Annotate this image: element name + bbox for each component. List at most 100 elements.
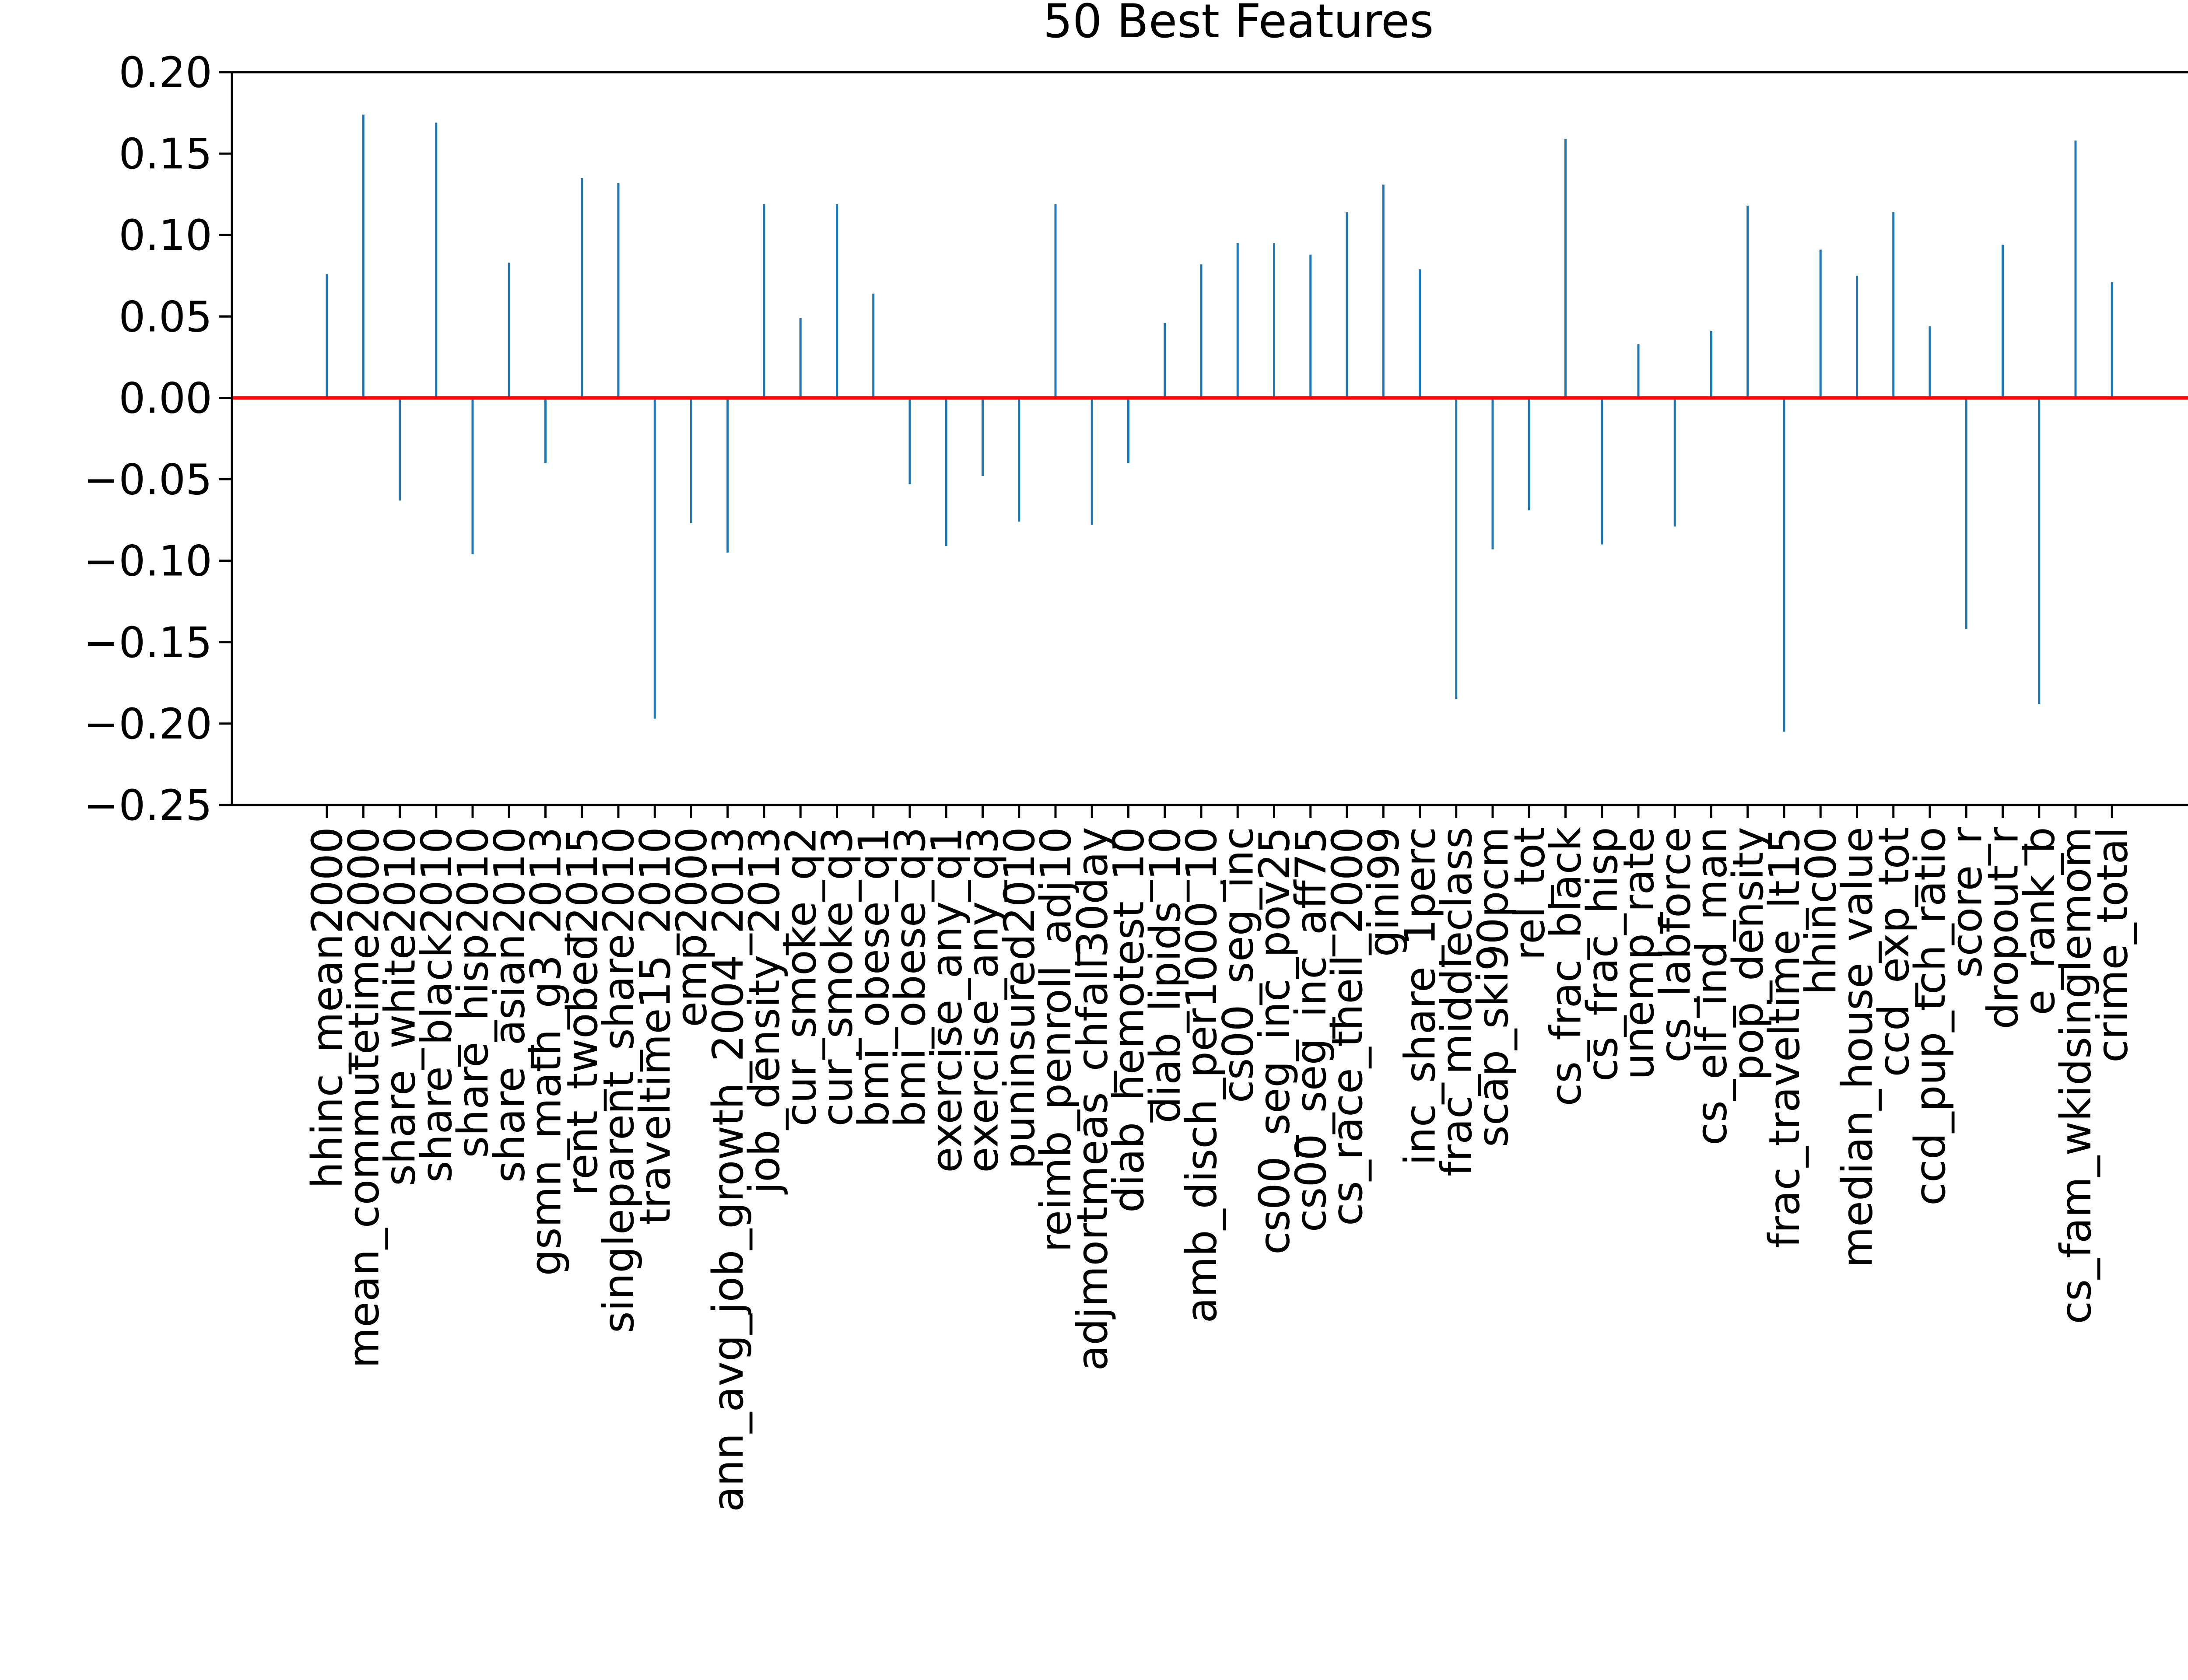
bar bbox=[399, 398, 401, 500]
bar bbox=[1382, 184, 1385, 398]
bar bbox=[1564, 139, 1567, 398]
x-tick-label: cs00_seg_inc_pov25 bbox=[1250, 827, 1299, 1255]
x-tick-label: rent_twobed2015 bbox=[558, 827, 607, 1196]
x-tick-label: share_black2010 bbox=[412, 827, 461, 1183]
bar bbox=[1090, 398, 1093, 525]
y-tick-label: −0.15 bbox=[84, 618, 212, 667]
bar bbox=[362, 114, 365, 398]
x-tick-label: cs_frac_black bbox=[1542, 827, 1591, 1106]
x-tick-label: score_r bbox=[1942, 826, 1991, 978]
x-tick-label: cur_smoke_q3 bbox=[813, 827, 862, 1127]
x-tick-label: gsmn_math_g3_2013 bbox=[522, 827, 571, 1276]
x-tick-label: exercise_any_q3 bbox=[959, 827, 1008, 1173]
x-tick-label: bmi_obese_q3 bbox=[886, 827, 935, 1127]
bar bbox=[836, 204, 838, 398]
x-tick-label: rel_tot bbox=[1505, 827, 1554, 960]
bar bbox=[1929, 326, 1931, 398]
bar bbox=[1273, 243, 1275, 398]
bars-group bbox=[326, 114, 2113, 732]
y-tick-label: −0.10 bbox=[84, 537, 212, 586]
x-tick-label: e_rank_b bbox=[2015, 827, 2064, 1015]
x-tick-label: hhinc_mean2000 bbox=[303, 827, 352, 1189]
x-tick-label: gini99 bbox=[1359, 827, 1408, 957]
x-tick-label: exercise_any_q1 bbox=[922, 827, 971, 1173]
x-tick-label: emp2000 bbox=[667, 827, 716, 1027]
bar bbox=[1528, 398, 1530, 511]
x-tick-label: cur_smoke_q2 bbox=[776, 827, 825, 1127]
bar bbox=[908, 398, 911, 484]
bar bbox=[2002, 245, 2004, 398]
x-tick-label: median_house_value bbox=[1833, 827, 1882, 1268]
x-axis: hhinc_mean2000mean_commutetime2000share_… bbox=[303, 805, 2137, 1512]
x-tick-label: cs_race_theil_2000 bbox=[1323, 827, 1372, 1226]
x-tick-label: ccd_exp_tot bbox=[1869, 827, 1918, 1077]
x-tick-label: cs00_seg_inc_aff75 bbox=[1287, 827, 1336, 1232]
bar bbox=[2111, 282, 2113, 398]
bar bbox=[1892, 212, 1895, 398]
y-tick-label: 0.15 bbox=[119, 130, 212, 178]
bar bbox=[1054, 204, 1057, 398]
bar bbox=[945, 398, 947, 546]
x-tick-label: ann_avg_job_growth_2004_2013 bbox=[704, 827, 753, 1512]
x-tick-label: amb_disch_per1000_10 bbox=[1177, 827, 1226, 1323]
y-tick-label: 0.00 bbox=[119, 374, 212, 423]
x-tick-label: cs_elf_ind_man bbox=[1687, 827, 1736, 1145]
x-tick-label: hhinc00 bbox=[1796, 827, 1845, 995]
bar bbox=[1673, 398, 1676, 527]
x-tick-label: diab_lipids_10 bbox=[1141, 827, 1190, 1123]
bar bbox=[1637, 344, 1640, 398]
x-tick-label: dropout_r bbox=[1979, 826, 2028, 1029]
bar bbox=[982, 398, 984, 476]
bar bbox=[726, 398, 729, 553]
bar bbox=[1455, 398, 1458, 700]
bar bbox=[690, 398, 692, 524]
bar bbox=[508, 262, 510, 398]
x-tick-label: adjmortmeas_chfall30day bbox=[1068, 827, 1117, 1371]
x-tick-label: pop_density bbox=[1724, 827, 1773, 1081]
y-tick-label: 0.10 bbox=[119, 211, 212, 260]
x-tick-label: diab_hemotest_10 bbox=[1105, 827, 1154, 1213]
bar bbox=[1491, 398, 1494, 550]
x-tick-label: frac_middleclass bbox=[1432, 827, 1481, 1176]
x-tick-label: cs_frac_hisp bbox=[1578, 827, 1627, 1082]
bar bbox=[1346, 212, 1348, 398]
x-tick-label: singleparent_share2010 bbox=[594, 827, 643, 1333]
x-tick-label: crime_total bbox=[2088, 827, 2137, 1063]
x-tick-label: job_density_2013 bbox=[740, 827, 789, 1195]
bar bbox=[1200, 264, 1203, 398]
bar bbox=[872, 294, 875, 398]
x-tick-label: puninsured2010 bbox=[995, 827, 1044, 1169]
bar bbox=[763, 204, 765, 398]
x-tick-label: scap_ski90pcm bbox=[1469, 827, 1518, 1147]
bar bbox=[471, 398, 474, 554]
y-tick-label: −0.25 bbox=[84, 781, 212, 830]
y-tick-label: 0.05 bbox=[119, 292, 212, 341]
axes-frame bbox=[231, 71, 2188, 806]
bar bbox=[1127, 398, 1129, 463]
x-tick-label: reimb_penroll_adj10 bbox=[1031, 827, 1080, 1252]
x-tick-label: bmi_obese_q1 bbox=[849, 827, 898, 1127]
chart-title: 50 Best Features bbox=[1043, 0, 1434, 48]
bar bbox=[326, 274, 328, 398]
y-tick-label: −0.20 bbox=[84, 700, 212, 749]
x-tick-label: share_white2010 bbox=[376, 827, 425, 1186]
bar bbox=[544, 398, 547, 463]
x-tick-label: inc_share_1perc bbox=[1396, 827, 1445, 1166]
x-tick-label: ccd_pup_tch_ratio bbox=[1906, 827, 1955, 1206]
bar bbox=[581, 178, 583, 398]
bar bbox=[1601, 398, 1603, 545]
x-tick-label: cs_fam_wkidsinglemom bbox=[2051, 827, 2100, 1324]
x-tick-label: mean_commutetime2000 bbox=[339, 827, 388, 1368]
bar bbox=[1965, 398, 1967, 629]
bar bbox=[2038, 398, 2041, 704]
bar bbox=[617, 183, 620, 398]
bar bbox=[1309, 254, 1312, 398]
bar bbox=[799, 318, 802, 398]
y-tick-label: −0.05 bbox=[84, 455, 212, 504]
bar bbox=[653, 398, 656, 719]
bar bbox=[1710, 331, 1712, 398]
bar bbox=[1856, 276, 1858, 398]
y-tick-label: 0.20 bbox=[119, 48, 212, 97]
